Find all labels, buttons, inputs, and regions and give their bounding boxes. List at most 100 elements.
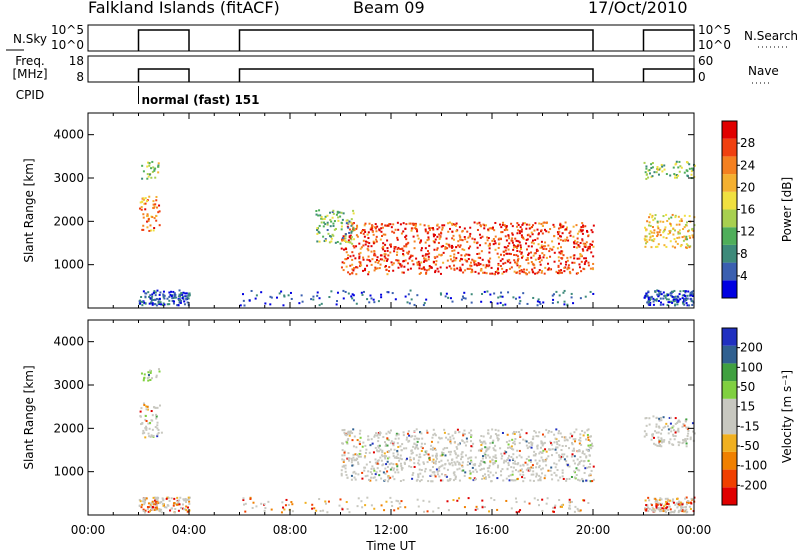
scatter-point — [648, 507, 651, 510]
scatter-point — [144, 295, 147, 298]
scatter-point — [675, 160, 678, 163]
scatter-point — [484, 454, 487, 457]
panel-frame-velocity — [87, 319, 695, 516]
scatter-point — [462, 432, 465, 435]
scatter-point — [363, 229, 366, 232]
scatter-point — [366, 264, 369, 267]
scatter-point — [185, 501, 188, 504]
scatter-point — [416, 234, 419, 237]
scatter-point — [535, 466, 538, 469]
scatter-point — [499, 295, 502, 298]
scatter-point — [677, 419, 680, 422]
x-tick-label: 08:00 — [273, 523, 308, 537]
scatter-point — [466, 240, 469, 243]
scatter-point — [351, 432, 354, 435]
scatter-point — [186, 296, 189, 299]
scatter-point — [507, 475, 510, 478]
scatter-point — [422, 499, 425, 502]
scatter-point — [449, 227, 452, 230]
scatter-point — [686, 427, 689, 430]
scatter-point — [139, 410, 142, 413]
scatter-point — [646, 220, 649, 223]
scatter-point — [527, 233, 530, 236]
scatter-point — [141, 432, 144, 435]
scatter-point — [340, 247, 343, 250]
scatter-point — [342, 269, 345, 272]
scatter-point — [490, 497, 493, 500]
scatter-point — [436, 223, 439, 226]
scatter-point — [424, 247, 427, 250]
scatter-point — [492, 455, 495, 458]
scatter-point — [556, 469, 559, 472]
scatter-point — [688, 246, 691, 249]
scatter-point — [242, 499, 245, 502]
scatter-point — [492, 474, 495, 477]
scatter-point — [397, 262, 400, 265]
scatter-point — [379, 448, 382, 451]
scatter-point — [674, 214, 677, 217]
scatter-point — [412, 457, 415, 460]
scatter-point — [427, 268, 430, 271]
scatter-point — [145, 408, 148, 411]
scatter-point — [369, 444, 372, 447]
scatter-point — [430, 480, 433, 483]
colorbar-swatch — [722, 328, 737, 346]
scatter-point — [565, 260, 568, 263]
scatter-point — [543, 272, 546, 275]
scatter-point — [677, 166, 680, 169]
scatter-point — [547, 231, 550, 234]
scatter-point — [392, 262, 395, 265]
scatter-point — [505, 239, 508, 242]
scatter-point — [500, 452, 503, 455]
scatter-point — [510, 507, 513, 510]
scatter-point — [392, 452, 395, 455]
scatter-point — [162, 290, 165, 293]
scatter-point — [558, 444, 561, 447]
scatter-point — [563, 228, 566, 231]
scatter-point — [389, 245, 392, 248]
scatter-point — [282, 506, 285, 509]
scatter-point — [419, 271, 422, 274]
scatter-point — [589, 290, 592, 293]
scatter-point — [556, 231, 559, 234]
scatter-point — [329, 218, 332, 221]
scatter-point — [651, 435, 654, 438]
scatter-point — [554, 504, 557, 507]
scatter-point — [430, 474, 433, 477]
scatter-point — [448, 479, 451, 482]
scatter-point — [578, 469, 581, 472]
scatter-point — [511, 438, 514, 441]
scatter-point — [382, 463, 385, 466]
scatter-point — [492, 461, 495, 464]
scatter-point — [353, 459, 356, 462]
scatter-point — [159, 301, 162, 304]
scatter-point — [385, 432, 388, 435]
scatter-point — [453, 256, 456, 259]
scatter-point — [493, 229, 496, 232]
scatter-point — [420, 469, 423, 472]
scatter-point — [150, 167, 153, 170]
scatter-point — [413, 462, 416, 465]
freq-trace — [642, 68, 695, 82]
scatter-point — [155, 376, 158, 379]
scatter-point — [156, 499, 159, 502]
scatter-point — [357, 473, 360, 476]
scatter-point — [658, 510, 661, 513]
scatter-point — [158, 210, 161, 213]
scatter-point — [686, 437, 689, 440]
scatter-point — [304, 501, 307, 504]
scatter-point — [667, 294, 670, 297]
scatter-point — [346, 457, 349, 460]
scatter-point — [346, 441, 349, 444]
scatter-point — [413, 442, 416, 445]
scatter-point — [147, 175, 150, 178]
scatter-point — [351, 251, 354, 254]
scatter-point — [539, 263, 542, 266]
freq-tick: 18 — [69, 54, 84, 68]
scatter-point — [674, 174, 677, 177]
scatter-point — [578, 449, 581, 452]
scatter-point — [362, 256, 365, 259]
scatter-point — [690, 297, 693, 300]
scatter-point — [692, 300, 695, 303]
scatter-point — [471, 237, 474, 240]
